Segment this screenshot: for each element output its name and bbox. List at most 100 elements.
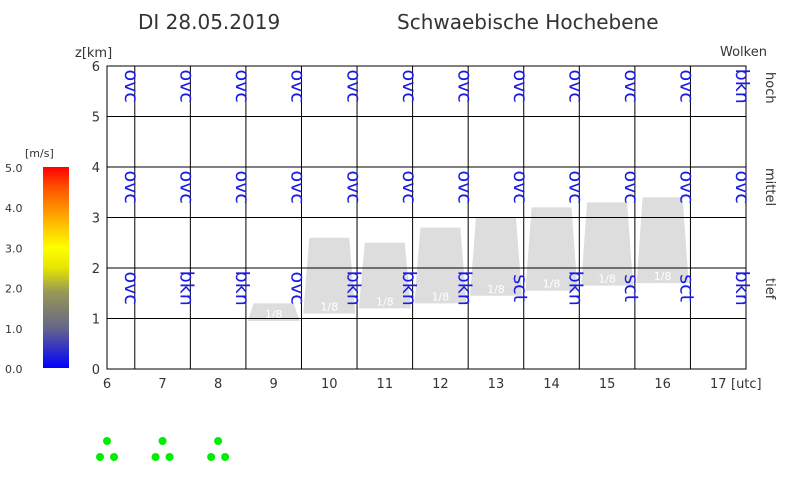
weather-dot <box>221 453 230 461</box>
x-tick-label: 14 <box>543 377 560 392</box>
cloud-code-low: sct <box>509 274 531 302</box>
cloud-code-mid: ovc <box>453 171 475 204</box>
cloud-code-high: ovc <box>509 70 531 103</box>
cloud-cover-label: 1/8 <box>598 273 616 286</box>
y-ticks: 0 1 2 3 4 5 6 <box>92 60 100 378</box>
cloud-code-mid: ovc <box>231 171 253 204</box>
cloud-code-high: ovc <box>398 70 420 103</box>
cloud-code-high: ovc <box>287 70 309 103</box>
x-tick-label: 17 <box>710 377 727 392</box>
weather-dot <box>165 453 174 461</box>
cloud-cover-label: 1/8 <box>432 290 450 303</box>
weather-dot <box>207 453 216 461</box>
y-tick-label: 5 <box>92 111 100 126</box>
x-tick-label: 6 <box>103 377 111 392</box>
y-tick-label: 3 <box>92 212 100 227</box>
x-tick-label: 10 <box>321 377 338 392</box>
cloud-code-low: bkn <box>398 271 420 306</box>
cloud-code-mid: ovc <box>676 171 698 204</box>
cloud-code-low: ovc <box>287 272 309 305</box>
y-tick-label: 4 <box>92 161 100 176</box>
cloud-code-high: ovc <box>620 70 642 103</box>
x-tick-label: 15 <box>599 377 616 392</box>
cloud-code-mid: ovc <box>398 171 420 204</box>
weather-symbol <box>96 437 118 461</box>
y-axis-label: z[km] <box>75 46 112 61</box>
cloud-code-high: ovc <box>676 70 698 103</box>
date-title: DI 28.05.2019 <box>138 10 280 34</box>
cloud-code-low: sct <box>620 274 642 302</box>
cloud-cover-label: 1/8 <box>654 270 672 283</box>
cloud-cover-label: 1/8 <box>376 295 394 308</box>
level-mid-label: mittel <box>762 168 777 206</box>
x-tick-label: 12 <box>432 377 449 392</box>
convective-cloud <box>469 217 522 296</box>
y-tick-label: 6 <box>92 60 100 75</box>
cloud-code-mid: ovc <box>120 171 142 204</box>
cloud-code-low: bkn <box>565 271 587 306</box>
convective-cloud <box>581 202 634 286</box>
cloud-code-low: sct <box>676 274 698 302</box>
colorbar-gradient <box>43 167 69 368</box>
cloud-code-layer: ovc ovc ovc ovc ovc ovc ovc ovc ovc ovc ovc bkn ovc o… <box>120 69 753 306</box>
y-tick-label: 0 <box>92 363 100 378</box>
cloud-cover-label: 1/8 <box>320 300 338 313</box>
x-tick-label: 13 <box>488 377 505 392</box>
x-unit-label: [utc] <box>731 377 762 392</box>
convective-cloud <box>303 237 356 314</box>
weather-symbol <box>207 437 230 461</box>
cloud-code-low: bkn <box>176 271 198 306</box>
cloud-code-high: ovc <box>565 70 587 103</box>
cloud-code-mid: ovc <box>565 171 587 204</box>
weather-dot <box>110 453 118 461</box>
weather-dot <box>96 453 104 461</box>
convective-cloud <box>414 227 467 304</box>
weather-dot <box>214 437 223 445</box>
cloud-code-mid: ovc <box>731 171 753 204</box>
x-tick-label: 8 <box>214 377 222 392</box>
cloud-code-low: bkn <box>731 271 753 306</box>
colorbar-tick: 5.0 <box>5 162 23 175</box>
cloud-code-low: bkn <box>453 271 475 306</box>
cloud-code-low: bkn <box>231 271 253 306</box>
colorbar-tick: 3.0 <box>5 242 23 255</box>
cloud-cover-label: 1/8 <box>487 283 505 296</box>
clouds-label: Wolken <box>720 45 767 60</box>
convective-cloud-layer: 1/8 1/8 1/8 1/8 1/8 1/8 1/8 1/8 <box>247 197 689 322</box>
cloud-code-low: bkn <box>342 271 364 306</box>
colorbar-unit: [m/s] <box>25 147 54 160</box>
cloud-code-mid: ovc <box>620 171 642 204</box>
y-tick-label: 1 <box>92 313 100 328</box>
convective-cloud <box>525 207 578 291</box>
region-title: Schwaebische Hochebene <box>397 10 659 34</box>
weather-dot <box>158 437 167 445</box>
x-ticks: 6 7 8 9 10 11 12 13 14 15 16 17 <box>103 377 727 392</box>
convective-cloud <box>247 303 300 322</box>
cloud-code-high: ovc <box>453 70 475 103</box>
convective-cloud <box>358 242 411 309</box>
colorbar: [m/s] 5.0 4.0 3.0 2.0 1.0 0.0 <box>5 147 69 376</box>
x-tick-label: 16 <box>654 377 671 392</box>
cloud-code-low: ovc <box>120 272 142 305</box>
x-tick-label: 7 <box>158 377 166 392</box>
level-low-label: tief <box>762 278 777 300</box>
cloud-code-high: ovc <box>120 70 142 103</box>
cloud-code-mid: ovc <box>509 171 531 204</box>
convective-cloud <box>636 197 689 284</box>
colorbar-tick: 4.0 <box>5 202 23 215</box>
y-tick-label: 2 <box>92 262 100 277</box>
cloud-code-high: ovc <box>342 70 364 103</box>
weather-dot <box>103 437 111 445</box>
cloud-cover-label: 1/8 <box>265 308 283 321</box>
weather-symbol <box>151 437 174 461</box>
colorbar-tick: 1.0 <box>5 323 23 336</box>
colorbar-tick: 2.0 <box>5 283 23 296</box>
x-tick-label: 11 <box>377 377 394 392</box>
cloud-code-mid: ovc <box>176 171 198 204</box>
weather-dot <box>151 453 160 461</box>
cloud-cover-label: 1/8 <box>543 278 561 291</box>
weather-symbol-layer <box>96 437 230 461</box>
cloud-code-mid: ovc <box>287 171 309 204</box>
cloud-code-high: bkn <box>731 69 753 104</box>
